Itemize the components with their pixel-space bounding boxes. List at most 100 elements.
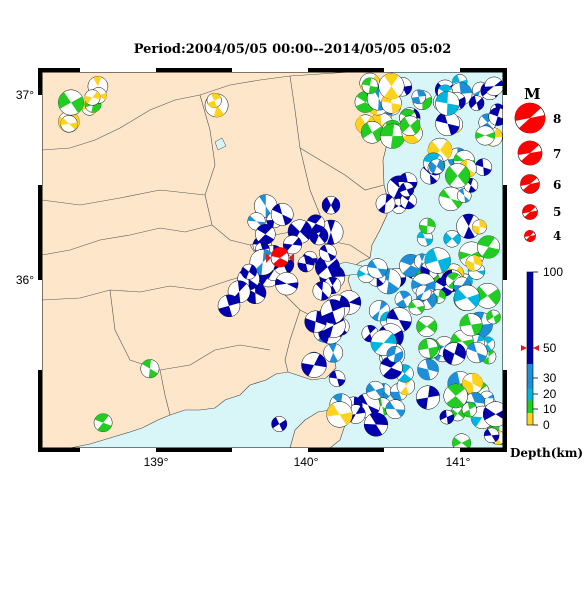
focal-mechanism-beachball [385,399,406,420]
legend-ball-m7 [517,140,543,166]
latest-depth-marker [521,345,539,351]
focal-mechanism-beachball [474,158,493,176]
focal-mechanism-beachball [301,352,327,378]
focal-mechanism-beachball [275,272,299,296]
focal-mechanism-beachball [378,73,405,100]
focal-mechanism-beachball [328,370,346,387]
lon-label-141: 141° [446,455,471,469]
focal-mechanism-beachball [367,258,388,279]
focal-mechanism-beachball [323,342,344,363]
focal-mechanism-beachball [304,310,327,333]
focal-mechanism-beachball [416,316,438,337]
depth-colorbar [526,271,534,426]
focal-mechanism-beachball [326,401,353,428]
depth-axis-label: Depth(km) [510,446,583,460]
latest-event-beachball [266,247,294,268]
focal-mechanism-beachball [461,402,477,418]
depth-tick-10: 10 [543,402,557,416]
map-frame [38,68,507,452]
legend-ball-m6 [520,174,540,194]
focal-mechanism-beachball [474,282,501,309]
focal-mechanism-beachball [417,358,439,381]
focal-mechanism-beachball [375,193,396,214]
focal-mechanism-beachball [408,299,425,316]
focal-mechanism-beachball [386,345,404,363]
focal-mechanism-beachball [476,235,501,259]
focal-mechanism-beachball [361,77,379,95]
focal-mechanism-beachball [247,212,266,231]
focal-mechanism-beachball [482,401,503,428]
focal-mechanism-beachball [363,412,389,437]
focal-mechanism-beachball [270,203,294,226]
focal-mechanism-beachball [472,219,487,235]
focal-mechanism-beachball [486,309,501,325]
focal-mechanism-beachball [461,372,484,395]
focal-mechanism-beachball [475,125,496,146]
focal-mechanism-beachball [442,342,466,366]
depth-tick-20: 20 [543,387,557,401]
focal-mechanism-beachball [439,409,455,425]
focal-mechanism-beachball [399,115,421,137]
focal-mechanism-beachball [416,230,434,247]
focal-mechanism-beachball [379,123,406,149]
legend-label-m4: 4 [553,229,561,243]
focal-mechanism-beachball [320,299,345,324]
focal-mechanism-beachball [465,254,483,272]
lat-label-37: 37° [16,88,34,102]
focal-mechanism-beachball [418,338,439,359]
focal-mechanism-beachball [60,115,78,133]
depth-tick-50: 50 [543,341,557,355]
focal-mechanism-beachball [282,235,303,255]
focal-mechanism-beachball [315,254,340,280]
legend-label-m6: 6 [553,178,561,192]
focal-mechanism-beachball [456,188,472,204]
focal-mechanism-beachball [468,95,485,111]
focal-mechanism-beachball [297,255,315,273]
focal-mechanism-beachball [445,163,471,189]
focal-mechanism-beachball [443,383,468,409]
focal-mechanism-beachball [484,76,503,96]
legend-ball-m8 [514,102,546,134]
depth-scale: 100 50 30 20 10 0 Depth(km) [510,265,583,460]
focal-mechanism-beachball [488,107,503,126]
magnitude-legend-header: M [524,85,541,103]
focal-mechanism-beachball [466,341,488,364]
focal-mechanism-beachball [411,89,427,105]
focal-mechanism-beachball [140,359,160,379]
focal-mechanism-beachball [483,427,500,444]
lake-small [214,137,227,151]
focal-mechanism-beachball [84,89,101,106]
depth-tick-30: 30 [543,371,557,385]
focal-mechanism-beachball [321,196,341,215]
focal-mechanism-beachball [255,224,276,245]
focal-mechanism-beachball [435,91,460,116]
depth-tick-100: 100 [543,265,563,279]
legend-ball-m4 [524,230,536,242]
focal-mechanism-beachball [360,121,384,144]
focal-mechanism-beachball [419,217,436,235]
map-area [42,72,503,448]
legend-ball-m5 [522,204,538,220]
focal-mechanism-beachball [241,263,257,280]
focal-mechanism-beachball [428,158,445,175]
focal-mechanism-beachball [217,294,241,318]
focal-mechanisms [58,72,503,448]
focal-mechanism-beachball [443,230,461,248]
focal-mechanism-beachball [459,313,483,337]
focal-mechanism-beachball [415,284,432,301]
lon-label-139: 139° [144,455,169,469]
focal-mechanism-beachball [424,247,451,274]
focal-mechanism-beachball [93,413,113,433]
focal-mechanism-beachball [365,380,385,400]
focal-mechanism-beachball [394,290,412,309]
focal-mechanism-beachball [206,92,222,108]
magnitude-legend: M 8 7 6 5 4 [514,85,561,243]
focal-mechanism-beachball [452,433,472,448]
focal-mechanism-beachball [58,89,84,116]
focal-mechanism-beachball [271,416,288,432]
lat-label-36: 36° [16,273,34,287]
focal-mechanism-beachball [319,244,337,262]
lon-label-140: 140° [294,455,319,469]
focal-mechanism-beachball [453,284,481,312]
legend-label-m7: 7 [553,147,561,161]
